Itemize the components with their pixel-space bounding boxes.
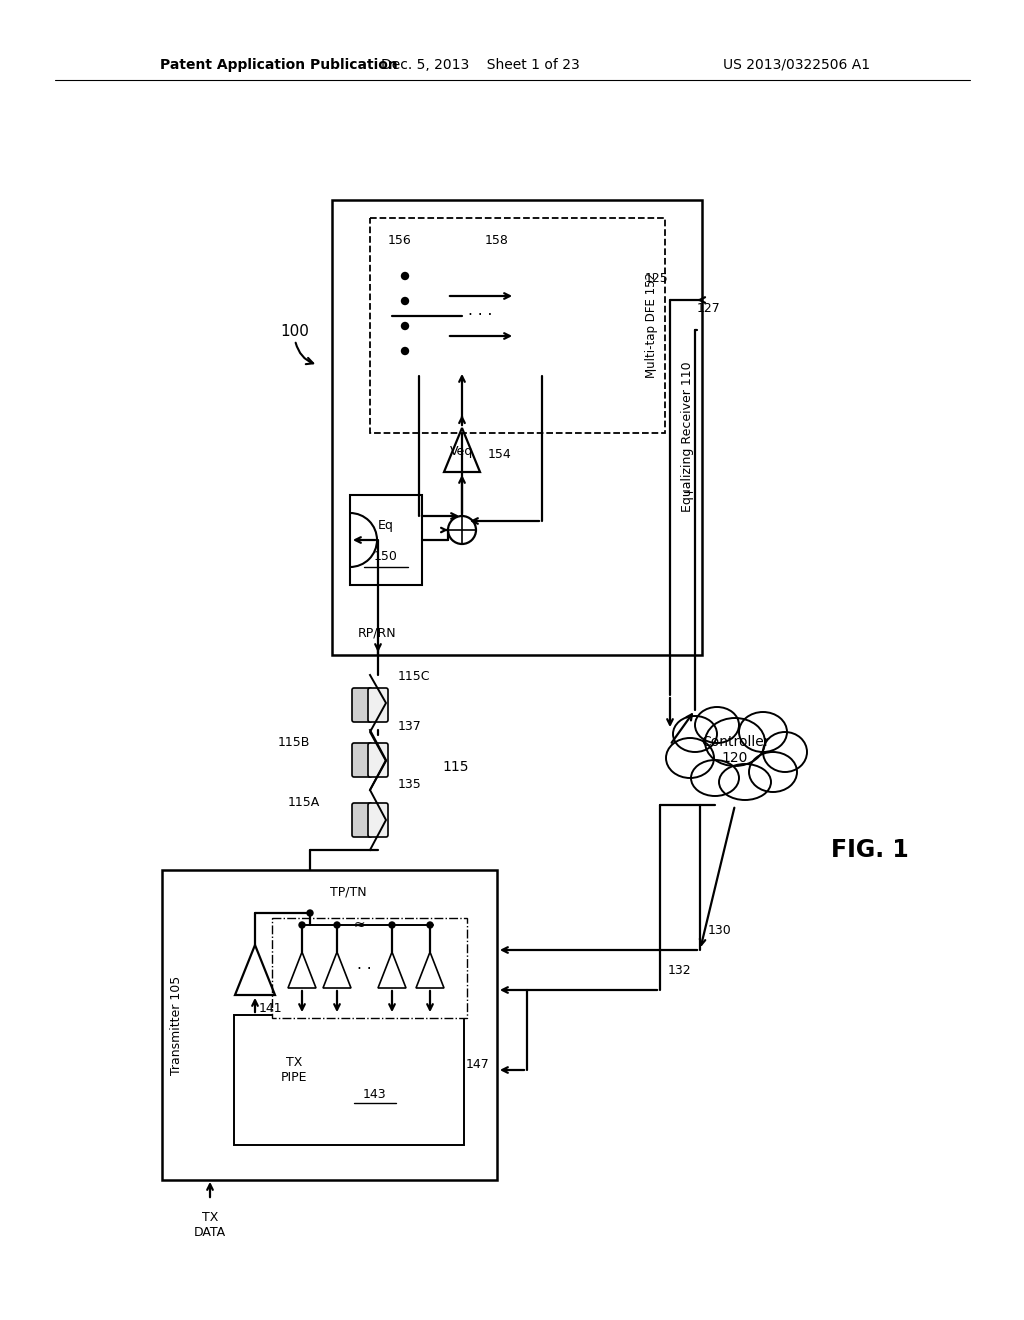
Circle shape <box>299 921 305 928</box>
Text: 141: 141 <box>259 1002 283 1015</box>
Text: Eq: Eq <box>378 519 394 532</box>
FancyBboxPatch shape <box>352 688 372 722</box>
Bar <box>234 1015 464 1144</box>
Text: Equalizing Receiver 110: Equalizing Receiver 110 <box>682 362 694 512</box>
FancyBboxPatch shape <box>368 743 388 777</box>
Circle shape <box>401 272 409 280</box>
Text: RP/RN: RP/RN <box>357 627 396 639</box>
Bar <box>162 870 497 1180</box>
Text: 115B: 115B <box>278 735 310 748</box>
Text: 150: 150 <box>374 550 398 564</box>
Text: 115C: 115C <box>398 671 430 684</box>
Ellipse shape <box>749 752 797 792</box>
Bar <box>515 256 570 376</box>
Text: TX
DATA: TX DATA <box>194 1210 226 1239</box>
Ellipse shape <box>705 718 765 766</box>
Text: Veq: Veq <box>451 446 474 458</box>
Ellipse shape <box>695 708 739 743</box>
Circle shape <box>307 909 313 916</box>
Ellipse shape <box>666 738 714 777</box>
Text: Multi-tap DFE 152: Multi-tap DFE 152 <box>644 272 657 378</box>
Text: 143: 143 <box>362 1089 386 1101</box>
Ellipse shape <box>691 760 739 796</box>
Text: US 2013/0322506 A1: US 2013/0322506 A1 <box>723 58 870 73</box>
Bar <box>350 495 422 585</box>
Circle shape <box>389 921 395 928</box>
Text: Controller
120: Controller 120 <box>700 735 769 766</box>
FancyBboxPatch shape <box>368 688 388 722</box>
Text: TP/TN: TP/TN <box>330 886 367 899</box>
Text: Transmitter 105: Transmitter 105 <box>170 975 182 1074</box>
Text: 115: 115 <box>442 760 469 774</box>
Text: 100: 100 <box>280 325 309 339</box>
Bar <box>272 917 467 1018</box>
Ellipse shape <box>719 764 771 800</box>
Circle shape <box>427 921 433 928</box>
Text: · ·: · · <box>356 962 372 978</box>
Text: 127: 127 <box>697 301 721 314</box>
Text: Patent Application Publication: Patent Application Publication <box>160 58 397 73</box>
Text: 132: 132 <box>668 964 691 977</box>
Ellipse shape <box>673 715 717 752</box>
Text: 147: 147 <box>465 1059 489 1072</box>
Bar <box>332 201 702 655</box>
Circle shape <box>401 347 409 355</box>
Text: 115A: 115A <box>288 796 319 808</box>
Text: 135: 135 <box>398 779 422 792</box>
Ellipse shape <box>763 733 807 772</box>
Text: 125: 125 <box>644 272 668 285</box>
Bar <box>370 218 665 433</box>
Circle shape <box>401 322 409 330</box>
Text: 154: 154 <box>488 449 512 462</box>
Ellipse shape <box>739 711 787 752</box>
Text: · · ·: · · · <box>468 309 493 323</box>
Text: 130: 130 <box>708 924 732 936</box>
Text: 158: 158 <box>485 234 509 247</box>
FancyBboxPatch shape <box>368 803 388 837</box>
Bar <box>392 256 447 376</box>
Text: 156: 156 <box>388 234 412 247</box>
Circle shape <box>334 921 340 928</box>
Text: Dec. 5, 2013    Sheet 1 of 23: Dec. 5, 2013 Sheet 1 of 23 <box>381 58 580 73</box>
FancyBboxPatch shape <box>352 743 372 777</box>
Text: 137: 137 <box>398 721 422 734</box>
FancyBboxPatch shape <box>352 803 372 837</box>
Circle shape <box>401 297 409 305</box>
Text: FIG. 1: FIG. 1 <box>831 838 909 862</box>
Text: ≈: ≈ <box>353 917 365 932</box>
Text: TX
PIPE: TX PIPE <box>281 1056 307 1084</box>
